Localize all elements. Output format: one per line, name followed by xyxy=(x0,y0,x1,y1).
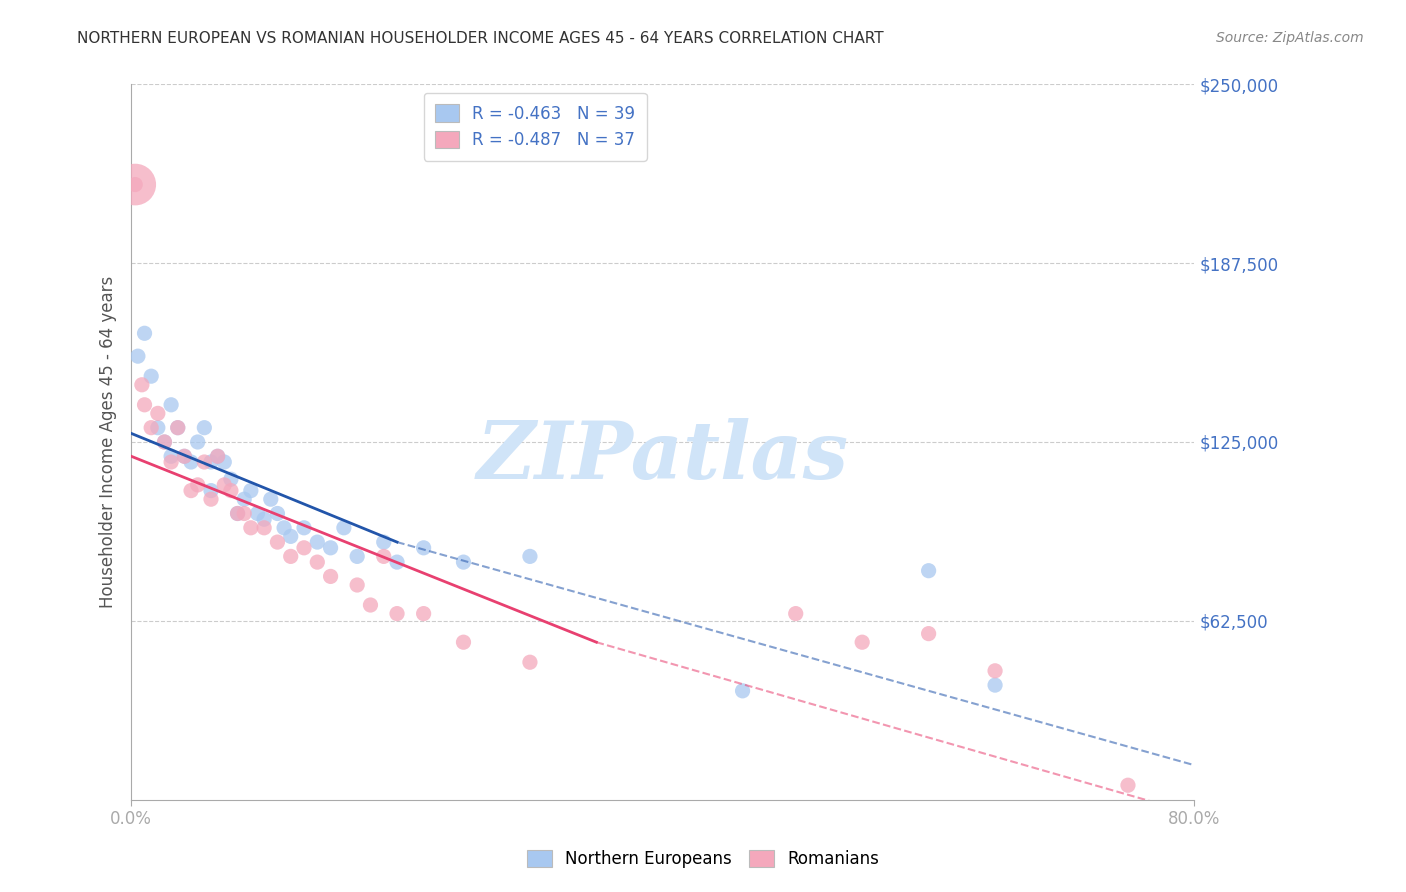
Point xyxy=(160,455,183,469)
Point xyxy=(146,406,169,420)
Point xyxy=(207,450,229,464)
Point xyxy=(319,541,342,555)
Point xyxy=(200,492,222,507)
Point xyxy=(180,455,202,469)
Point xyxy=(187,478,209,492)
Point xyxy=(253,512,276,526)
Point xyxy=(160,398,183,412)
Point xyxy=(519,655,541,669)
Point xyxy=(239,521,262,535)
Point xyxy=(851,635,873,649)
Point xyxy=(266,507,288,521)
Point xyxy=(200,455,222,469)
Point xyxy=(233,507,256,521)
Point xyxy=(193,420,215,434)
Point xyxy=(984,664,1007,678)
Point xyxy=(917,626,939,640)
Point xyxy=(173,450,195,464)
Point xyxy=(453,555,475,569)
Point xyxy=(346,578,368,592)
Point xyxy=(273,521,295,535)
Point xyxy=(153,434,176,449)
Legend: R = -0.463   N = 39, R = -0.487   N = 37: R = -0.463 N = 39, R = -0.487 N = 37 xyxy=(423,93,647,161)
Point xyxy=(127,349,149,363)
Point xyxy=(141,420,163,434)
Point xyxy=(124,178,146,192)
Text: NORTHERN EUROPEAN VS ROMANIAN HOUSEHOLDER INCOME AGES 45 - 64 YEARS CORRELATION : NORTHERN EUROPEAN VS ROMANIAN HOUSEHOLDE… xyxy=(77,31,884,46)
Y-axis label: Householder Income Ages 45 - 64 years: Householder Income Ages 45 - 64 years xyxy=(100,276,117,608)
Point xyxy=(146,420,169,434)
Point xyxy=(731,683,754,698)
Point xyxy=(453,635,475,649)
Point xyxy=(233,492,256,507)
Point xyxy=(226,507,249,521)
Text: ZIPatlas: ZIPatlas xyxy=(477,417,849,495)
Point xyxy=(260,492,283,507)
Point xyxy=(214,455,236,469)
Point xyxy=(292,521,315,535)
Point xyxy=(226,507,249,521)
Point xyxy=(292,541,315,555)
Point xyxy=(319,569,342,583)
Point xyxy=(180,483,202,498)
Point xyxy=(519,549,541,564)
Point xyxy=(346,549,368,564)
Point xyxy=(307,535,329,549)
Point xyxy=(193,455,215,469)
Point xyxy=(166,420,188,434)
Point xyxy=(266,535,288,549)
Point xyxy=(359,598,381,612)
Point xyxy=(200,483,222,498)
Point xyxy=(207,450,229,464)
Point xyxy=(173,450,195,464)
Point xyxy=(239,483,262,498)
Point xyxy=(280,549,302,564)
Legend: Northern Europeans, Romanians: Northern Europeans, Romanians xyxy=(519,842,887,877)
Point xyxy=(134,398,156,412)
Point xyxy=(219,483,242,498)
Point xyxy=(373,535,395,549)
Point xyxy=(253,521,276,535)
Point xyxy=(373,549,395,564)
Point xyxy=(153,434,176,449)
Point xyxy=(917,564,939,578)
Point xyxy=(385,555,408,569)
Point xyxy=(333,521,356,535)
Point xyxy=(141,369,163,384)
Point xyxy=(280,529,302,543)
Point xyxy=(166,420,188,434)
Point xyxy=(1116,778,1139,792)
Point xyxy=(187,434,209,449)
Point xyxy=(124,178,146,192)
Point xyxy=(307,555,329,569)
Point xyxy=(160,450,183,464)
Point xyxy=(412,607,434,621)
Point xyxy=(785,607,807,621)
Point xyxy=(214,478,236,492)
Point xyxy=(412,541,434,555)
Point xyxy=(131,377,153,392)
Point xyxy=(984,678,1007,692)
Point xyxy=(246,507,269,521)
Point xyxy=(134,326,156,341)
Point xyxy=(385,607,408,621)
Point xyxy=(219,472,242,486)
Text: Source: ZipAtlas.com: Source: ZipAtlas.com xyxy=(1216,31,1364,45)
